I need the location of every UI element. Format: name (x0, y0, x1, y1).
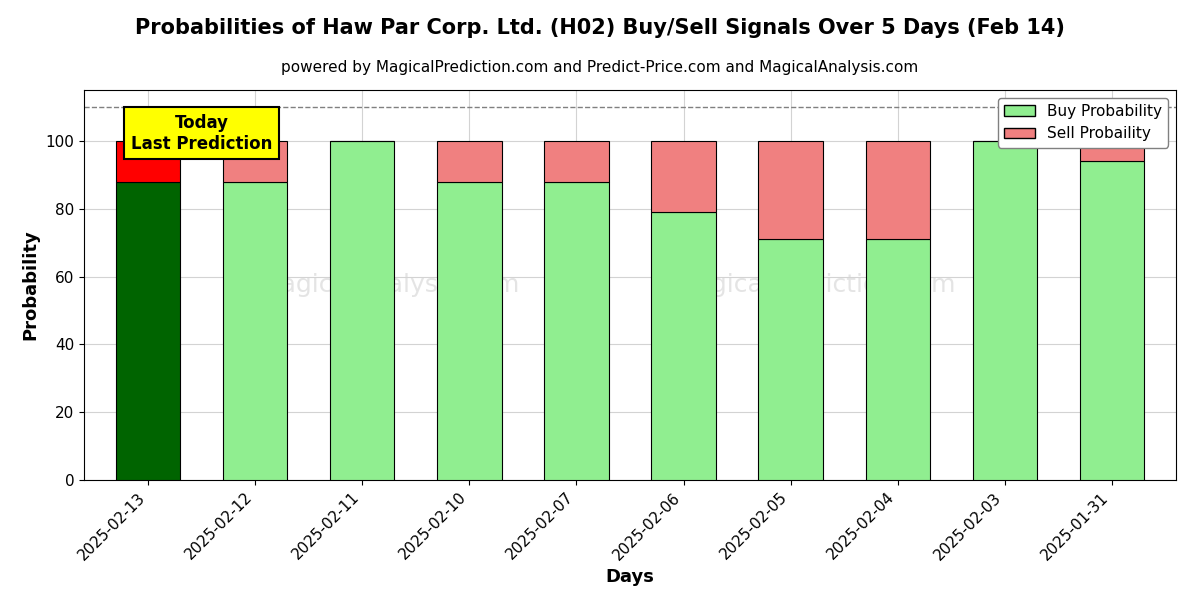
Bar (865, 239, 930, 480)
Bar (865, 141, 930, 239)
Bar (223, 141, 288, 182)
Bar (1080, 161, 1144, 480)
Bar (972, 141, 1037, 480)
Bar (652, 141, 715, 212)
Legend: Buy Probability, Sell Probaility: Buy Probability, Sell Probaility (998, 98, 1169, 148)
Bar (437, 182, 502, 480)
Text: powered by MagicalPrediction.com and Predict-Price.com and MagicalAnalysis.com: powered by MagicalPrediction.com and Pre… (281, 60, 919, 75)
Bar (545, 141, 608, 182)
Bar (223, 182, 288, 480)
Text: MagicalPrediction.com: MagicalPrediction.com (674, 273, 956, 297)
Text: MagicalAnalysis.com: MagicalAnalysis.com (259, 273, 520, 297)
Y-axis label: Probability: Probability (22, 230, 40, 340)
Bar (1080, 141, 1144, 161)
Bar (758, 239, 823, 480)
Bar (758, 141, 823, 239)
Bar (330, 141, 395, 480)
Bar (116, 141, 180, 182)
Bar (116, 182, 180, 480)
Bar (437, 141, 502, 182)
Text: Probabilities of Haw Par Corp. Ltd. (H02) Buy/Sell Signals Over 5 Days (Feb 14): Probabilities of Haw Par Corp. Ltd. (H02… (136, 18, 1064, 38)
Bar (652, 212, 715, 480)
Bar (545, 182, 608, 480)
X-axis label: Days: Days (606, 568, 654, 586)
Text: Today
Last Prediction: Today Last Prediction (131, 114, 272, 152)
